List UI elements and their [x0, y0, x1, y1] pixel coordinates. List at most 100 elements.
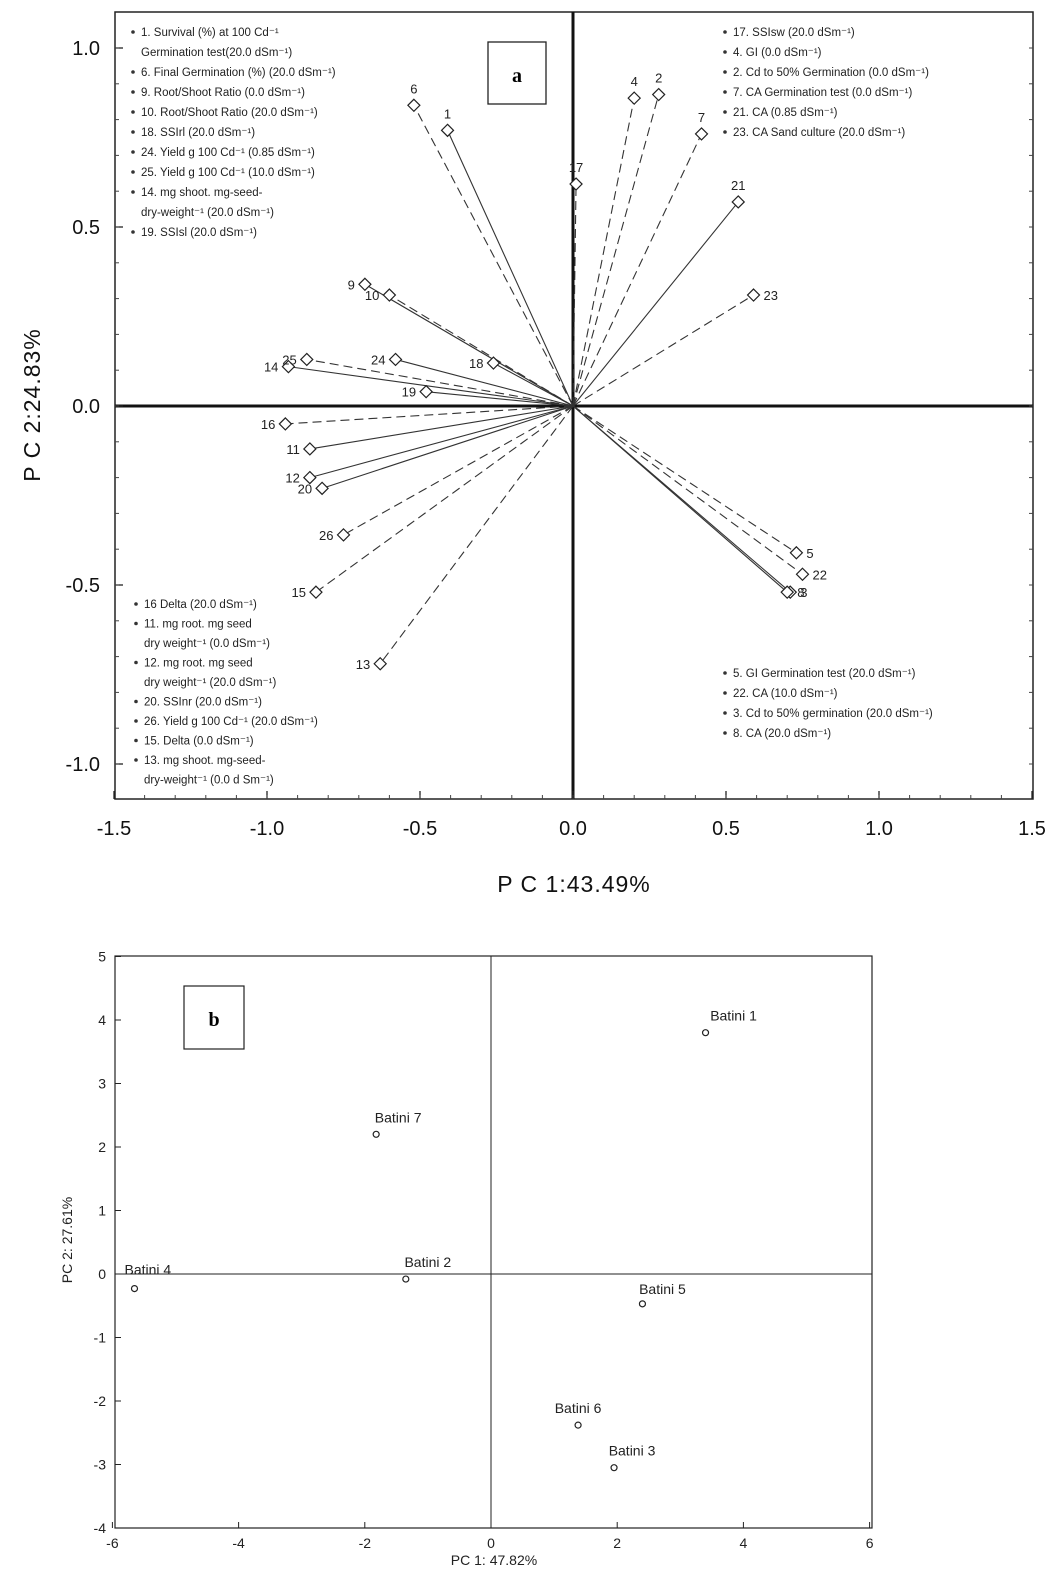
- vector-label: 14: [264, 360, 278, 375]
- vector-21-marker: [731, 195, 746, 209]
- vector-20-marker: [315, 481, 329, 496]
- point-marker: [402, 1275, 410, 1283]
- legend-bullet: [723, 30, 727, 34]
- vector-label: 7: [698, 110, 705, 125]
- legend-entry: 4. GI (0.0 dSm⁻¹): [733, 47, 822, 59]
- legend-entry: Germination test(20.0 dSm⁻¹): [141, 47, 292, 59]
- vector-7-line: [572, 133, 703, 407]
- vector-label: 19: [402, 385, 416, 400]
- legend-entry: 22. CA (10.0 dSm⁻¹): [733, 688, 838, 700]
- panel-b-x-tick-label: 2: [613, 1535, 621, 1551]
- vector-6-marker: [407, 98, 421, 113]
- vector-10-marker: [382, 288, 397, 302]
- legend-entry: 21. CA (0.85 dSm⁻¹): [733, 107, 838, 119]
- legend-entry: dry-weight⁻¹ (20.0 dSm⁻¹): [141, 207, 274, 219]
- vector-label: 5: [806, 546, 813, 561]
- vector-25-line: [306, 358, 574, 407]
- point-label: Batini 6: [555, 1400, 602, 1416]
- panel-b-x-tick-label: -2: [359, 1535, 372, 1551]
- vector-12-marker: [302, 470, 317, 485]
- panel-a-x-axis-title: P C 1:43.49%: [497, 871, 651, 897]
- panel-a-x-tick-label: 1.5: [1018, 818, 1046, 840]
- legend-entry: 24. Yield g 100 Cd⁻¹ (0.85 dSm⁻¹): [141, 147, 315, 159]
- legend-bullet: [134, 738, 138, 743]
- legend-entry: dry weight⁻¹ (20.0 dSm⁻¹): [144, 677, 276, 689]
- vector-label: 4: [631, 74, 638, 89]
- vector-4-line: [572, 98, 635, 407]
- point-label: Batini 3: [609, 1443, 656, 1459]
- point-marker: [372, 1130, 380, 1138]
- panel-b-tag: b: [208, 1009, 219, 1031]
- panel-a-biplot: -1.5 -1.0 -0.5 0.0 0.5 1.0 1.5 1.0 0.5 0.0 -0.5 -1.…: [19, 11, 1046, 897]
- legend-bullet: [131, 70, 135, 74]
- panel-b-x-tick-label: 4: [740, 1535, 748, 1551]
- legend-entry: dry-weight⁻¹ (0.0 d Sm⁻¹): [144, 775, 274, 787]
- legend-entry: 23. CA Sand culture (20.0 dSm⁻¹): [733, 127, 905, 139]
- legend-entry: dry weight⁻¹ (0.0 dSm⁻¹): [144, 638, 270, 650]
- panel-b-y-tick-label: 0: [98, 1266, 106, 1282]
- vector-11-line: [309, 405, 574, 450]
- legend-bullet: [723, 731, 727, 735]
- vector-label: 21: [731, 178, 745, 193]
- panel-b-y-axis-title: PC 2: 27.61%: [59, 1197, 75, 1283]
- panel-a-y-tick-label: 0.5: [72, 217, 100, 239]
- vector-17-line: [572, 184, 577, 407]
- legend-entry: 3. Cd to 50% germination (20.0 dSm⁻¹): [733, 708, 933, 720]
- panel-b-y-tick-label: 1: [98, 1203, 106, 1219]
- point-marker: [610, 1464, 618, 1472]
- panel-b-y-tick-label: 3: [98, 1076, 106, 1092]
- point-marker: [701, 1029, 710, 1037]
- legend-entry: 19. SSIsl (20.0 dSm⁻¹): [141, 227, 257, 239]
- legend-entry: 16 Delta (20.0 dSm⁻¹): [144, 599, 257, 611]
- legend-entry: 7. CA Germination test (0.0 dSm⁻¹): [733, 87, 912, 99]
- vector-6-line: [413, 105, 574, 407]
- vector-label: 1: [444, 106, 451, 121]
- vector-label: 2: [655, 71, 662, 86]
- vector-label: 20: [298, 481, 312, 496]
- vector-label: 25: [282, 352, 296, 367]
- vector-21-line: [572, 201, 739, 407]
- vector-label: 22: [813, 567, 827, 582]
- point-label: Batini 2: [404, 1254, 451, 1270]
- legend-bullet: [723, 50, 727, 54]
- legend-bullet: [134, 699, 138, 704]
- panel-b-x-axis-title: PC 1: 47.82%: [451, 1552, 537, 1568]
- legend-bullet: [134, 758, 138, 762]
- legend-top-left: 1. Survival (%) at 100 Cd⁻¹ Germination t…: [131, 27, 336, 239]
- legend-entry: 5. GI Germination test (20.0 dSm⁻¹): [733, 668, 916, 680]
- legend-entry: 20. SSInr (20.0 dSm⁻¹): [144, 697, 262, 709]
- legend-bullet: [723, 711, 727, 715]
- panel-b-y-tick-label: 5: [98, 949, 106, 965]
- legend-entry: 25. Yield g 100 Cd⁻¹ (10.0 dSm⁻¹): [141, 167, 315, 179]
- panel-a-y-axis-title: P C 2:24.83%: [19, 328, 45, 482]
- vector-18-line: [493, 362, 574, 407]
- vector-label: 18: [469, 356, 483, 371]
- vector-15-line: [315, 405, 574, 593]
- legend-bullet: [131, 130, 135, 134]
- legend-entry: 17. SSIsw (20.0 dSm⁻¹): [733, 27, 855, 39]
- legend-bullet: [131, 150, 135, 154]
- vector-20-line: [321, 405, 574, 489]
- panel-b-y-tick-label: -2: [94, 1393, 107, 1409]
- point-marker: [130, 1285, 139, 1293]
- panel-a-x-tick-label: 0.0: [559, 818, 587, 840]
- vector-label: 6: [410, 81, 417, 96]
- panel-a-y-tick-label: 1.0: [72, 38, 100, 60]
- vector-label: 11: [286, 442, 300, 457]
- point-label: Batini 1: [710, 1008, 757, 1024]
- panel-a-x-tick-label: 1.0: [865, 818, 893, 840]
- legend-entry: 1. Survival (%) at 100 Cd⁻¹: [141, 27, 279, 39]
- vector-7-marker: [694, 127, 709, 141]
- panel-b-x-tick-label: -6: [106, 1535, 119, 1551]
- vector-24-line: [395, 358, 574, 407]
- vector-4-marker: [627, 91, 642, 105]
- panel-b-x-tick-label: 6: [866, 1535, 874, 1551]
- panel-b-y-tick-label: 2: [98, 1139, 106, 1155]
- panel-a-x-tick-label: -1.5: [97, 818, 131, 840]
- vector-8-line: [572, 405, 788, 593]
- vector-19-line: [426, 391, 574, 407]
- vector-label: 16: [261, 417, 275, 432]
- legend-bottom-right: 5. GI Germination test (20.0 dSm⁻¹) 22. C…: [723, 668, 933, 740]
